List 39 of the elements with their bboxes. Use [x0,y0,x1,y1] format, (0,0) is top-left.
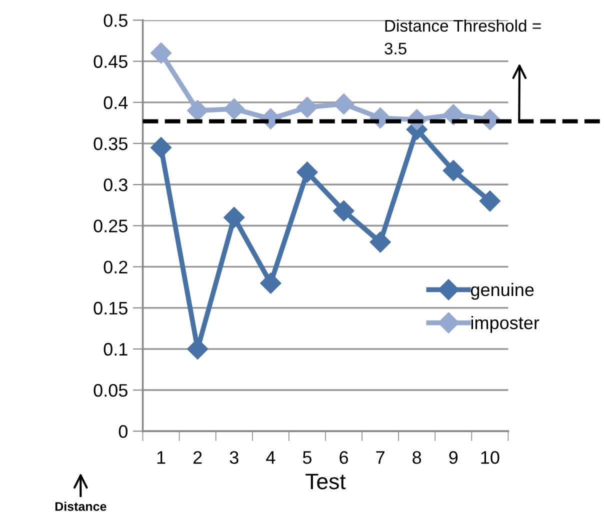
x-tick-label: 9 [449,451,458,464]
point [224,206,245,228]
y-tick-label: 0.1 [104,342,128,356]
y-tick-label: 0.5 [104,14,128,27]
point [150,42,172,64]
x-tick-label: 1 [157,451,166,464]
legend-label: genuine [470,282,534,300]
y-tick-label: 0.4 [104,96,128,110]
point [150,137,172,158]
point [333,93,354,115]
x-tick-label: 6 [340,451,348,464]
y-tick-label: 0.3 [104,178,128,192]
legend-label: imposter [471,316,540,333]
y-tick-label: 0.15 [94,302,128,315]
x-tick-label: 8 [412,451,422,464]
y-tick-label: 0 [118,425,128,438]
point [224,98,245,120]
y-tick-label: 0.35 [94,137,128,150]
point [370,232,391,253]
x-tick-label: 7 [376,451,384,464]
point [479,190,500,212]
x-tick-label: 4 [266,451,276,464]
annotation: Distance Threshold = 3.5 [384,20,541,55]
y-tick-label: 0.45 [94,55,128,68]
y-tick-label: 0.2 [104,260,128,274]
y-axis-title: Distance [55,502,106,511]
x-tick-label: 10 [481,451,500,464]
point [260,272,282,294]
point [187,100,208,122]
x-axis-title: Test [306,474,346,490]
point [296,96,318,118]
point [333,200,354,222]
x-tick-label: 2 [193,451,202,464]
y-tick-label: 0.05 [94,384,128,397]
x-tick-label: 5 [302,451,312,464]
point [442,160,464,182]
x-tick-label: 3 [230,451,238,464]
y-tick-label: 0.25 [94,220,128,232]
point [296,162,318,183]
